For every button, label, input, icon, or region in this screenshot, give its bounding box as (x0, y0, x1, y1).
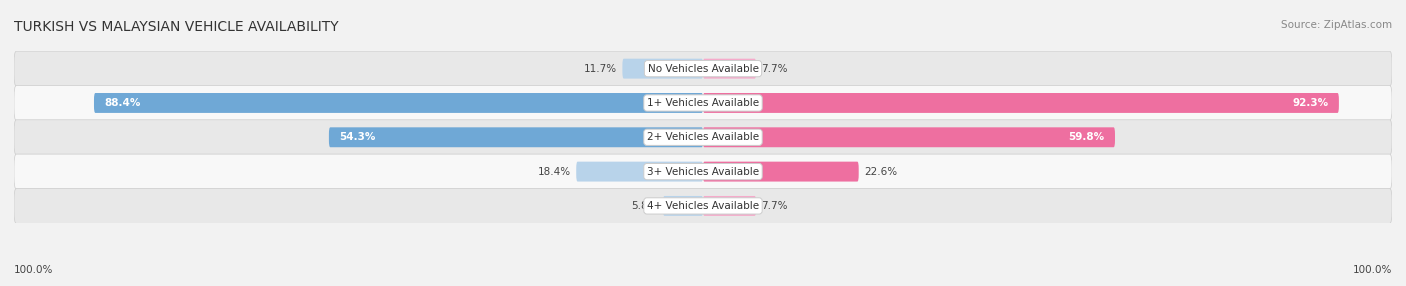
Text: 22.6%: 22.6% (865, 167, 897, 176)
Text: 92.3%: 92.3% (1292, 98, 1329, 108)
Text: No Vehicles Available: No Vehicles Available (648, 64, 758, 74)
FancyBboxPatch shape (703, 93, 1339, 113)
Text: 59.8%: 59.8% (1069, 132, 1105, 142)
Text: 2+ Vehicles Available: 2+ Vehicles Available (647, 132, 759, 142)
FancyBboxPatch shape (14, 86, 1392, 120)
Text: 1+ Vehicles Available: 1+ Vehicles Available (647, 98, 759, 108)
FancyBboxPatch shape (664, 196, 703, 216)
FancyBboxPatch shape (703, 196, 756, 216)
Text: TURKISH VS MALAYSIAN VEHICLE AVAILABILITY: TURKISH VS MALAYSIAN VEHICLE AVAILABILIT… (14, 20, 339, 34)
Text: 11.7%: 11.7% (583, 64, 617, 74)
FancyBboxPatch shape (14, 188, 1392, 223)
FancyBboxPatch shape (623, 59, 703, 79)
FancyBboxPatch shape (14, 51, 1392, 86)
FancyBboxPatch shape (14, 120, 1392, 155)
Text: 7.7%: 7.7% (762, 64, 787, 74)
Text: 54.3%: 54.3% (339, 132, 375, 142)
Text: Source: ZipAtlas.com: Source: ZipAtlas.com (1281, 20, 1392, 30)
Text: 5.8%: 5.8% (631, 201, 658, 211)
Text: 3+ Vehicles Available: 3+ Vehicles Available (647, 167, 759, 176)
FancyBboxPatch shape (703, 162, 859, 182)
FancyBboxPatch shape (703, 59, 756, 79)
FancyBboxPatch shape (94, 93, 703, 113)
Text: 100.0%: 100.0% (1353, 265, 1392, 275)
FancyBboxPatch shape (703, 127, 1115, 147)
Text: 88.4%: 88.4% (104, 98, 141, 108)
Text: 100.0%: 100.0% (14, 265, 53, 275)
FancyBboxPatch shape (14, 154, 1392, 189)
Text: 7.7%: 7.7% (762, 201, 787, 211)
Text: 4+ Vehicles Available: 4+ Vehicles Available (647, 201, 759, 211)
FancyBboxPatch shape (576, 162, 703, 182)
Text: 18.4%: 18.4% (537, 167, 571, 176)
FancyBboxPatch shape (329, 127, 703, 147)
